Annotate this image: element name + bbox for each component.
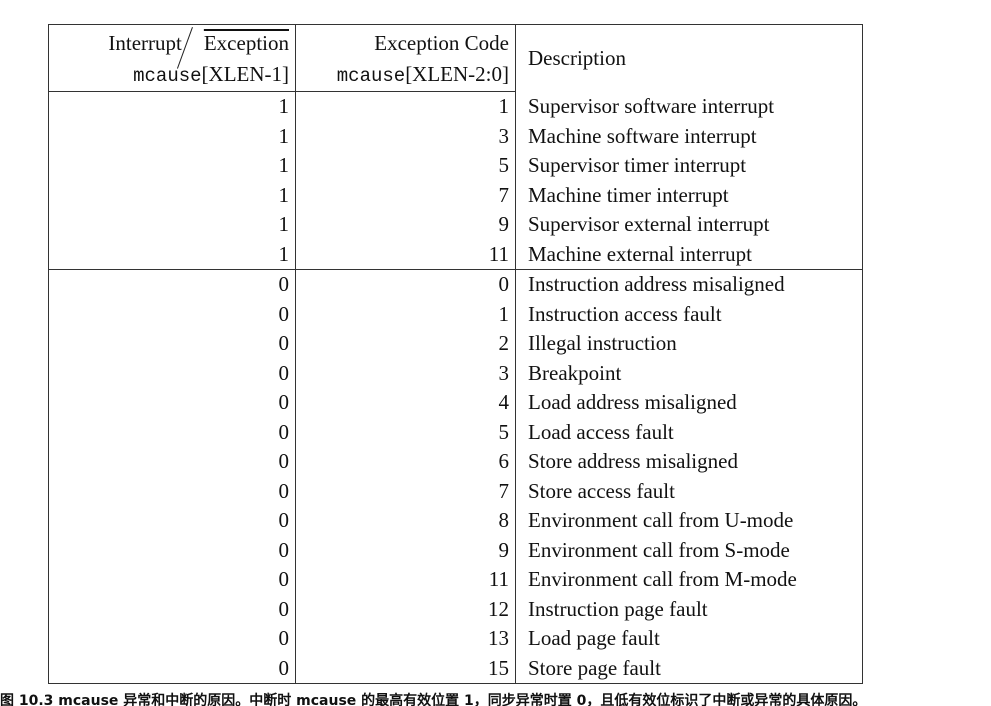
exception-code-cell: 3 [295,121,516,152]
table-row: 0 2 Illegal instruction [48,329,863,359]
description-cell: Supervisor timer interrupt [515,151,863,181]
description-cell: Illegal instruction [515,329,863,359]
exception-code-cell: 5 [295,417,516,448]
exception-code-cell: 1 [295,91,516,122]
table-row: 0 8 Environment call from U-mode [48,506,863,536]
description-cell: Supervisor software interrupt [515,91,863,122]
exception-code-cell: 7 [295,476,516,507]
exception-code-cell: 2 [295,329,516,359]
interrupt-bit-cell: 0 [48,594,296,625]
interrupt-bit-cell: 1 [48,151,296,181]
interrupt-bit-cell: 1 [48,180,296,211]
description-cell: Store page fault [515,653,863,685]
description-cell: Store access fault [515,476,863,507]
header-mcause-msb-mono: mcause [133,65,202,88]
header-interrupt-exception: Interrupt Exception [48,24,296,61]
table-row: 0 13 Load page fault [48,624,863,654]
table-row: 1 1 Supervisor software interrupt [48,91,863,122]
exception-code-cell: 4 [295,388,516,418]
table-row: 0 12 Instruction page fault [48,594,863,625]
description-cell: Instruction access fault [515,299,863,330]
header-mcause-code-mono: mcause [336,65,406,88]
header-mcause-code: mcause[XLEN-2:0] [295,60,516,93]
interrupt-bit-cell: 1 [48,121,296,152]
exception-code-cell: 9 [295,535,516,566]
mcause-table: Interrupt Exception Exception Code Descri… [48,23,863,685]
exception-code-cell: 8 [295,506,516,536]
description-cell: Instruction page fault [515,594,863,625]
interrupt-bit-cell: 0 [48,388,296,418]
description-cell: Load address misaligned [515,388,863,418]
table-row: 0 15 Store page fault [48,653,863,685]
interrupt-bit-cell: 0 [48,417,296,448]
interrupt-bit-cell: 0 [48,535,296,566]
exception-code-cell: 11 [295,565,516,595]
interrupt-bit-cell: 1 [48,91,296,122]
header-description: Description [515,23,863,92]
description-cell: Supervisor external interrupt [515,210,863,240]
table-row: 1 7 Machine timer interrupt [48,180,863,211]
interrupt-bit-cell: 0 [48,299,296,330]
table-row: 1 11 Machine external interrupt [48,239,863,270]
header-exception-label: Exception [203,31,289,55]
description-cell: Store address misaligned [515,447,863,477]
interrupt-bit-cell: 0 [48,329,296,359]
interrupt-bit-cell: 0 [48,358,296,389]
description-cell: Machine software interrupt [515,121,863,152]
header-mcause-code-rest: [XLEN-2:0] [405,62,509,87]
interrupt-bit-cell: 0 [48,476,296,507]
exception-code-cell: 0 [295,269,516,300]
table-row: 0 0 Instruction address misaligned [48,269,863,300]
exception-code-cell: 7 [295,180,516,211]
interrupt-bit-cell: 0 [48,653,296,685]
table-row: 0 1 Instruction access fault [48,299,863,330]
description-cell: Load page fault [515,624,863,654]
header-exception-code: Exception Code [295,24,516,61]
exception-code-cell: 13 [295,624,516,654]
interrupt-bit-cell: 0 [48,447,296,477]
header-mcause-msb: mcause[XLEN-1] [48,60,296,93]
table-row: 0 5 Load access fault [48,417,863,448]
description-cell: Machine timer interrupt [515,180,863,211]
interrupt-bit-cell: 0 [48,506,296,536]
exception-code-cell: 9 [295,210,516,240]
exception-code-cell: 11 [295,239,516,270]
interrupt-bit-cell: 0 [48,565,296,595]
table-row: 0 6 Store address misaligned [48,447,863,477]
exception-code-cell: 6 [295,447,516,477]
exception-code-cell: 1 [295,299,516,330]
table-row: 0 3 Breakpoint [48,358,863,389]
table-row: 0 7 Store access fault [48,476,863,507]
interrupt-bit-cell: 0 [48,269,296,300]
description-cell: Breakpoint [515,358,863,389]
description-cell: Environment call from S-mode [515,535,863,566]
interrupt-bit-cell: 1 [48,239,296,270]
description-cell: Load access fault [515,417,863,448]
header-row-1: Interrupt Exception Exception Code Descri… [48,23,863,92]
exception-code-cell: 12 [295,594,516,625]
header-interrupt-label: Interrupt [108,31,182,55]
description-cell: Environment call from U-mode [515,506,863,536]
exception-code-cell: 15 [295,653,516,685]
table-row: 0 9 Environment call from S-mode [48,535,863,566]
table-row: 0 11 Environment call from M-mode [48,565,863,595]
header-slash [184,30,202,60]
description-cell: Instruction address misaligned [515,269,863,300]
description-cell: Machine external interrupt [515,239,863,270]
table-row: 1 9 Supervisor external interrupt [48,210,863,240]
table-row: 0 4 Load address misaligned [48,388,863,418]
exception-code-cell: 5 [295,151,516,181]
table-row: 1 3 Machine software interrupt [48,121,863,152]
interrupt-bit-cell: 1 [48,210,296,240]
figure-caption: 图 10.3 mcause 异常和中断的原因。中断时 mcause 的最高有效位… [0,693,867,706]
header-row-2: mcause[XLEN-1] mcause[XLEN-2:0] [48,60,863,93]
description-cell: Environment call from M-mode [515,565,863,595]
interrupt-bit-cell: 0 [48,624,296,654]
header-mcause-msb-rest: [XLEN-1] [201,62,289,87]
table-row: 1 5 Supervisor timer interrupt [48,151,863,181]
exception-code-cell: 3 [295,358,516,389]
